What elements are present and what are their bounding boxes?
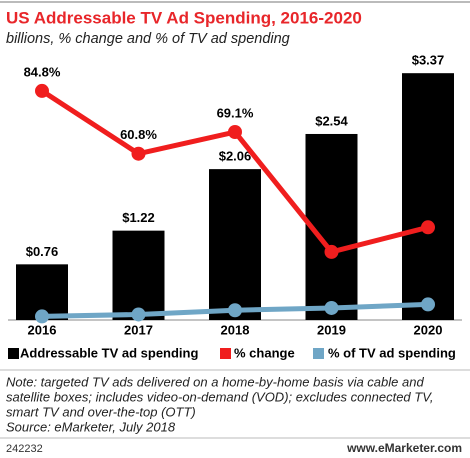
marker (35, 83, 49, 98)
legend-label: % of TV ad spending (328, 345, 456, 360)
marker (421, 220, 435, 235)
marker (421, 297, 435, 312)
legend-swatch (8, 348, 19, 359)
marker (228, 303, 242, 318)
data-label: 23.3% (313, 261, 350, 276)
data-label: 4.8% (413, 278, 443, 293)
source: Source: eMarketer, July 2018 (6, 419, 176, 434)
data-label: $1.22 (122, 210, 155, 225)
x-tick-label: 2017 (124, 322, 153, 337)
bar (402, 73, 454, 320)
legend-label: % change (234, 345, 295, 360)
x-tick-label: 2020 (414, 322, 443, 337)
bar (112, 230, 165, 320)
data-label: 3.7% (317, 281, 347, 296)
data-label: 60.8% (120, 127, 157, 142)
note: Note: targeted TV ads delivered on a hom… (6, 374, 424, 389)
bar (209, 169, 261, 320)
chart-id: 242232 (6, 443, 43, 455)
note: satellite boxes; includes video-on-deman… (6, 389, 434, 404)
marker (228, 125, 242, 140)
marker (324, 300, 339, 315)
data-label: $0.76 (26, 244, 59, 259)
data-label: $3.37 (412, 53, 445, 68)
marker (131, 146, 146, 161)
data-label: 32.7% (410, 237, 447, 252)
marker (35, 309, 49, 324)
marker (324, 244, 339, 259)
data-label: $2.06 (219, 149, 252, 164)
data-label: 3.0% (220, 284, 250, 299)
x-tick-label: 2018 (221, 322, 250, 337)
data-label: 1.1% (27, 290, 57, 305)
data-label: 69.1% (217, 105, 254, 120)
note: smart TV and over-the-top (OTT) (6, 404, 196, 419)
data-label: 1.7% (124, 288, 154, 303)
data-label: 84.8% (24, 64, 61, 79)
chart-subtitle: billions, % change and % of TV ad spendi… (6, 31, 290, 47)
chart-title: US Addressable TV Ad Spending, 2016-2020 (6, 8, 362, 27)
legend-swatch (220, 348, 231, 359)
x-tick-label: 2016 (28, 322, 57, 337)
marker (131, 307, 146, 322)
legend-swatch (313, 348, 324, 359)
brand: www.eMarketer.com (346, 441, 462, 455)
legend-label: Addressable TV ad spending (20, 345, 198, 360)
data-label: $2.54 (315, 113, 348, 128)
x-tick-label: 2019 (317, 322, 346, 337)
